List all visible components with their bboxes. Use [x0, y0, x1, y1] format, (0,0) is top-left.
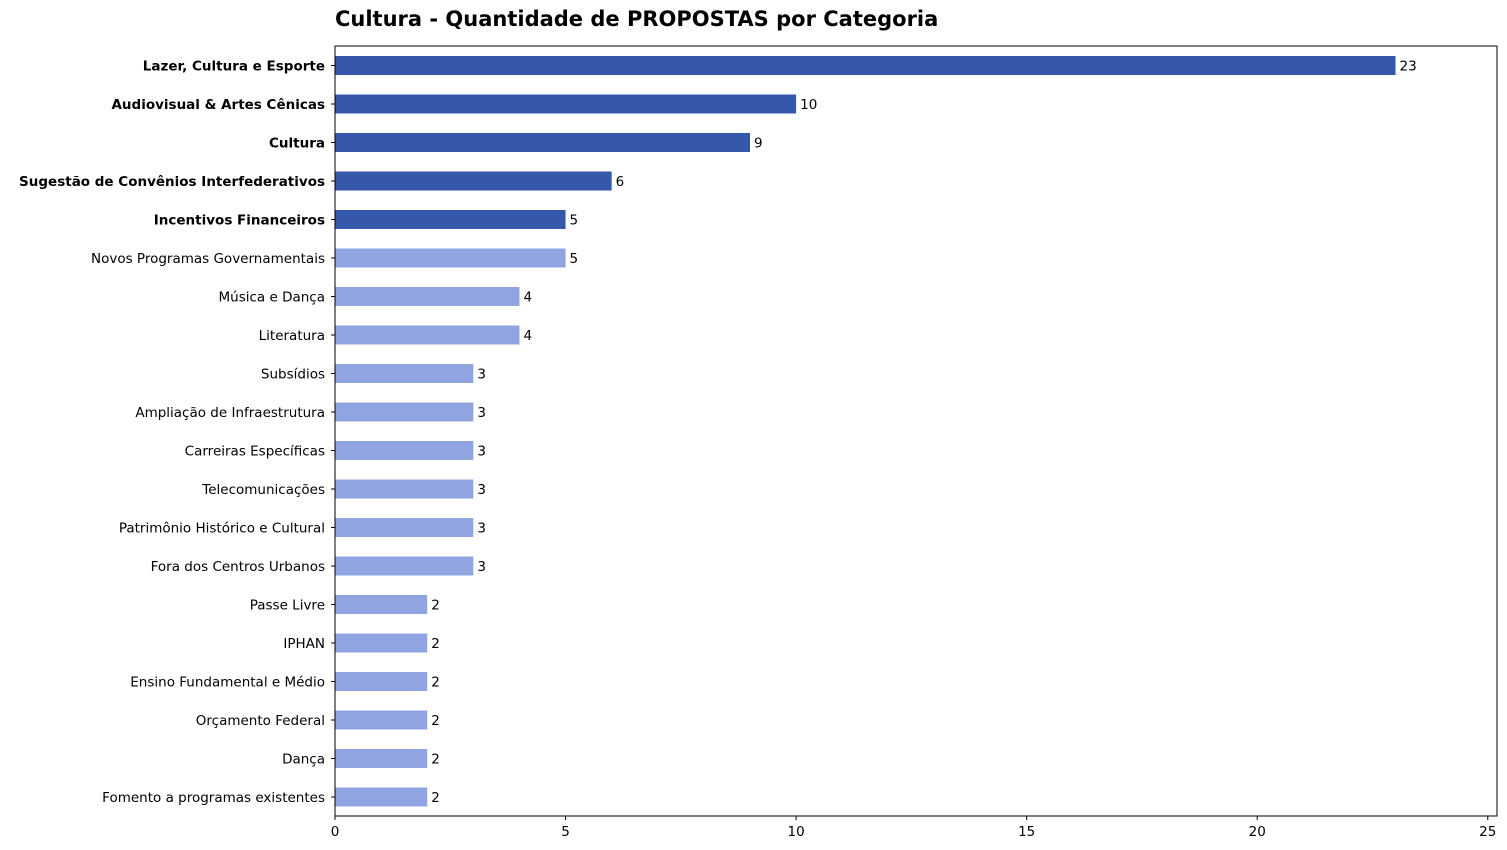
bars-group: 23 10 9 6 5 5 4 4 3 3 3 3 3 3 2 2 2 2 2 2: [335, 56, 1417, 807]
bar: [335, 248, 566, 268]
bar: [335, 633, 428, 653]
bar-value-label: 2: [431, 752, 440, 768]
bar: [335, 710, 428, 730]
bar-value-label: 9: [754, 136, 763, 152]
bar: [335, 56, 1396, 75]
bar-value-label: 23: [1400, 59, 1417, 75]
bar-value-label: 5: [570, 213, 579, 229]
bar-value-label: 3: [477, 559, 486, 575]
y-tick-label: Patrimônio Histórico e Cultural: [119, 521, 325, 537]
x-tick-label: 25: [1479, 824, 1496, 840]
y-tick-label: Sugestão de Convênios Interfederativos: [19, 174, 325, 190]
y-tick-label: Cultura: [269, 136, 325, 152]
bar-value-label: 2: [431, 675, 440, 691]
bar-value-label: 2: [431, 790, 440, 806]
bar: [335, 479, 474, 499]
x-tick-label: 20: [1249, 824, 1266, 840]
bar: [335, 287, 520, 306]
bar-value-label: 3: [477, 521, 486, 537]
axes-group: Lazer, Cultura e Esporte Audiovisual & Ar…: [19, 45, 1498, 840]
bar-value-label: 5: [570, 251, 579, 267]
y-tick-label: Audiovisual & Artes Cênicas: [111, 97, 325, 113]
y-tick-label: Dança: [282, 752, 325, 768]
bar: [335, 749, 428, 768]
x-tick-label: 10: [788, 824, 805, 840]
y-tick-label: Subsídios: [261, 367, 325, 383]
y-tick-label: IPHAN: [283, 636, 325, 652]
y-tick-label: Novos Programas Governamentais: [91, 251, 325, 267]
bar: [335, 402, 474, 422]
bar: [335, 325, 520, 345]
y-tick-label: Ampliação de Infraestrutura: [135, 405, 325, 421]
y-tick-label: Música e Dança: [219, 290, 326, 306]
bar-value-label: 10: [800, 97, 817, 113]
bar: [335, 441, 474, 460]
y-tick-label: Literatura: [259, 328, 325, 344]
bar-value-label: 3: [477, 482, 486, 498]
x-tick-label: 5: [561, 824, 570, 840]
bar: [335, 672, 428, 691]
y-tick-label: Carreiras Específicas: [185, 444, 325, 460]
bar: [335, 595, 428, 614]
bar: [335, 133, 750, 152]
bar-value-label: 2: [431, 713, 440, 729]
bar-value-label: 3: [477, 444, 486, 460]
bar: [335, 171, 612, 191]
bar: [335, 210, 566, 229]
plot-frame: [334, 45, 1498, 817]
bar: [335, 556, 474, 576]
y-tick-label: Orçamento Federal: [196, 713, 325, 729]
y-tick-label: Lazer, Cultura e Esporte: [143, 59, 325, 75]
chart-title: Cultura - Quantidade de PROPOSTAS por Ca…: [335, 7, 938, 31]
bar: [335, 364, 474, 383]
x-tick-label: 15: [1018, 824, 1035, 840]
bar-value-label: 4: [523, 290, 532, 306]
y-tick-label: Passe Livre: [250, 598, 325, 614]
y-tick-label: Fomento a programas existentes: [102, 790, 325, 806]
bar: [335, 94, 797, 114]
bar: [335, 518, 474, 537]
bar-value-label: 2: [431, 636, 440, 652]
bar-value-label: 4: [523, 328, 532, 344]
y-tick-label: Incentivos Financeiros: [154, 213, 325, 229]
bar: [335, 787, 428, 807]
bar-value-label: 3: [477, 367, 486, 383]
y-tick-label: Fora dos Centros Urbanos: [151, 559, 325, 575]
y-tick-label: Telecomunicações: [201, 482, 325, 498]
x-tick-label: 0: [331, 824, 340, 840]
bar-value-label: 3: [477, 405, 486, 421]
bar-value-label: 2: [431, 598, 440, 614]
bar-value-label: 6: [616, 174, 625, 190]
y-tick-label: Ensino Fundamental e Médio: [130, 675, 325, 691]
